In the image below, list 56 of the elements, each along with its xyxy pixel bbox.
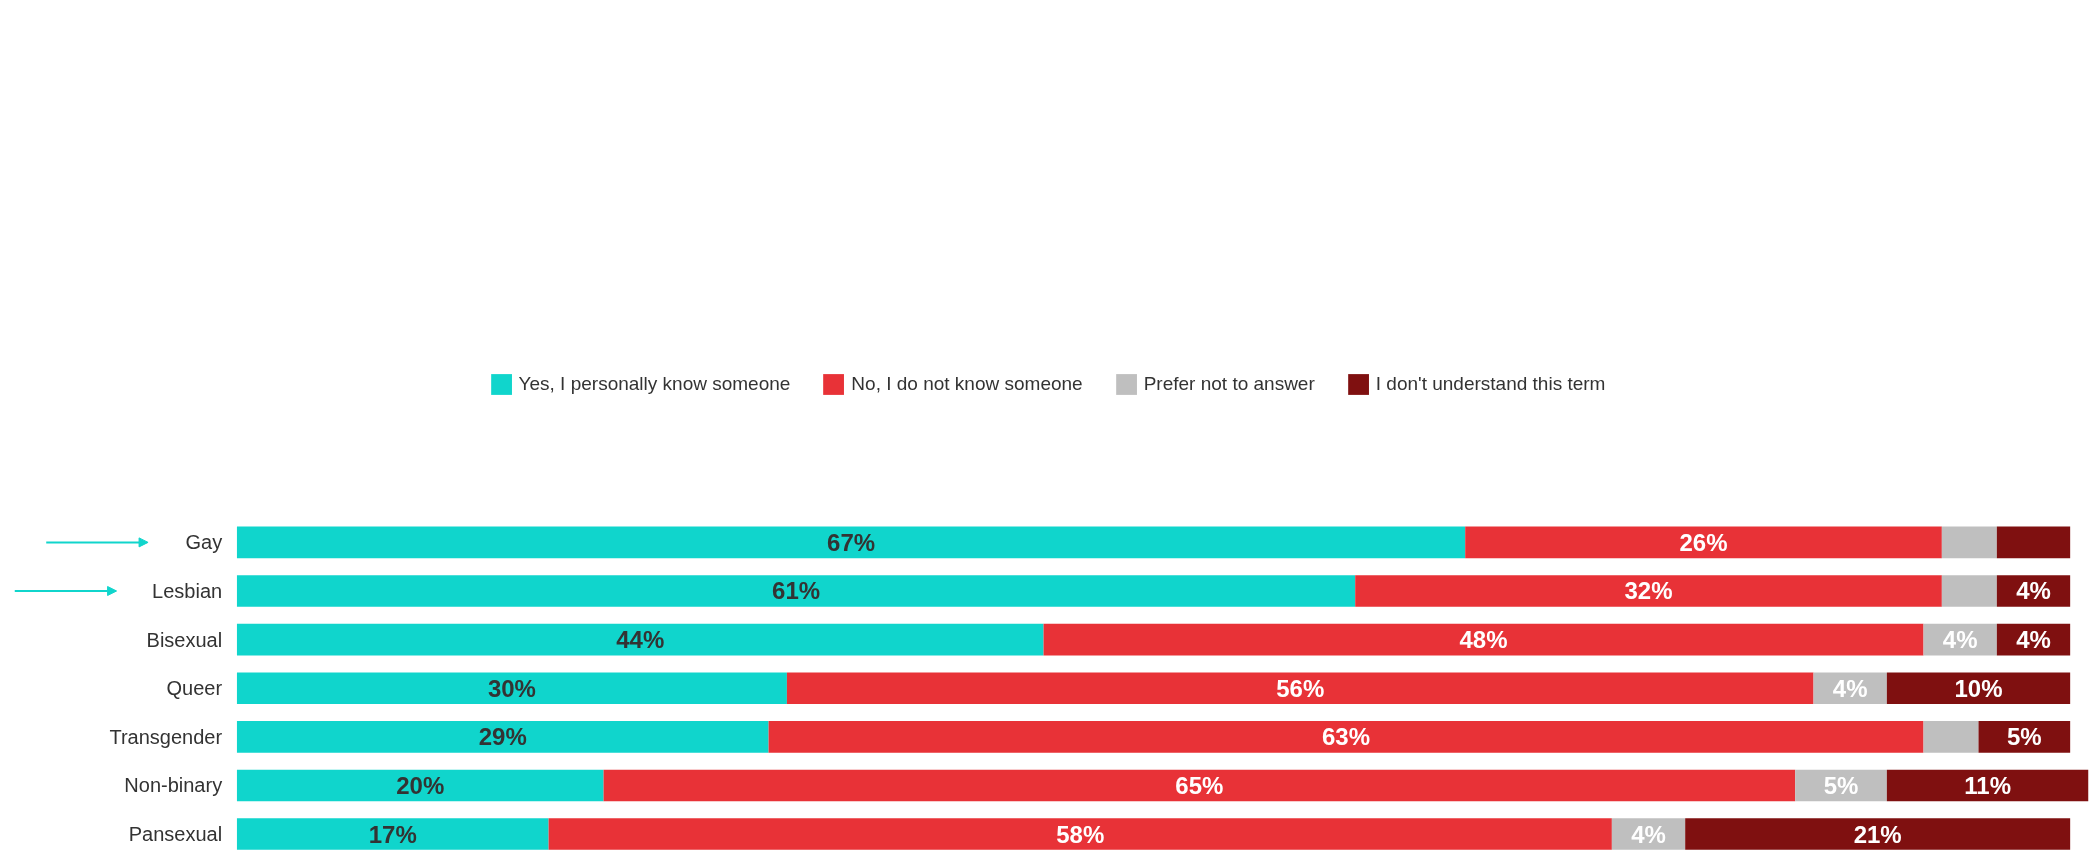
bar <box>548 818 1612 850</box>
bar <box>236 769 604 802</box>
data-label: 4% <box>2016 626 2051 654</box>
data-label: 10% <box>1954 674 2003 702</box>
bar <box>768 721 1924 753</box>
data-label: 67% <box>827 528 876 556</box>
bar <box>603 769 1796 802</box>
bar <box>786 672 1814 705</box>
bar <box>1886 769 2089 802</box>
legend-label: Yes, I personally know someone <box>518 372 791 395</box>
bar <box>236 526 1466 559</box>
data-label: 20% <box>396 771 445 799</box>
y-tick-label: Transgender <box>109 725 223 748</box>
data-label: 4% <box>1942 626 1978 654</box>
y-tick-label: Queer <box>166 677 223 700</box>
bar <box>1941 526 1997 559</box>
legend-label: I don't understand this term <box>1375 372 1606 395</box>
bar <box>1465 526 1942 559</box>
data-label: 5% <box>1823 771 1859 799</box>
bar <box>1355 575 1942 607</box>
data-label: 29% <box>478 723 527 751</box>
y-tick-label: Lesbian <box>152 579 223 602</box>
data-label: 17% <box>368 820 417 848</box>
bar <box>1886 672 2071 705</box>
bar <box>236 623 1044 656</box>
y-tick-label: Non-binary <box>124 774 223 797</box>
legend-label: No, I do not know someone <box>851 372 1083 395</box>
data-label: 4% <box>1631 820 1666 848</box>
data-label: 63% <box>1322 723 1371 751</box>
data-label: 56% <box>1276 674 1325 702</box>
data-label: 58% <box>1056 820 1105 848</box>
y-tick-label: Gay <box>185 531 223 554</box>
data-label: 4% <box>1832 674 1868 702</box>
bar <box>1996 526 2071 559</box>
bar <box>236 818 549 850</box>
bar <box>1685 818 2071 850</box>
bar <box>236 672 787 705</box>
data-label: 4% <box>2016 577 2051 605</box>
y-tick-label: Bisexual <box>146 628 223 651</box>
y-tick-label: Pansexual <box>128 823 223 846</box>
data-label: 26% <box>1679 528 1728 556</box>
data-label: 44% <box>616 626 665 654</box>
data-label: 5% <box>2006 723 2042 751</box>
bar <box>1923 721 1979 753</box>
data-label: 11% <box>1964 771 2012 799</box>
bar <box>236 721 769 753</box>
data-label: 61% <box>772 577 821 605</box>
data-label: 65% <box>1175 771 1224 799</box>
bar <box>1043 623 1924 656</box>
data-label: 30% <box>487 674 536 702</box>
data-label: 21% <box>1853 820 1902 848</box>
legend-label: Prefer not to answer <box>1143 372 1315 395</box>
data-label: 48% <box>1459 626 1508 654</box>
data-label: 32% <box>1624 577 1673 605</box>
bar <box>1941 575 1997 607</box>
bar <box>236 575 1356 607</box>
